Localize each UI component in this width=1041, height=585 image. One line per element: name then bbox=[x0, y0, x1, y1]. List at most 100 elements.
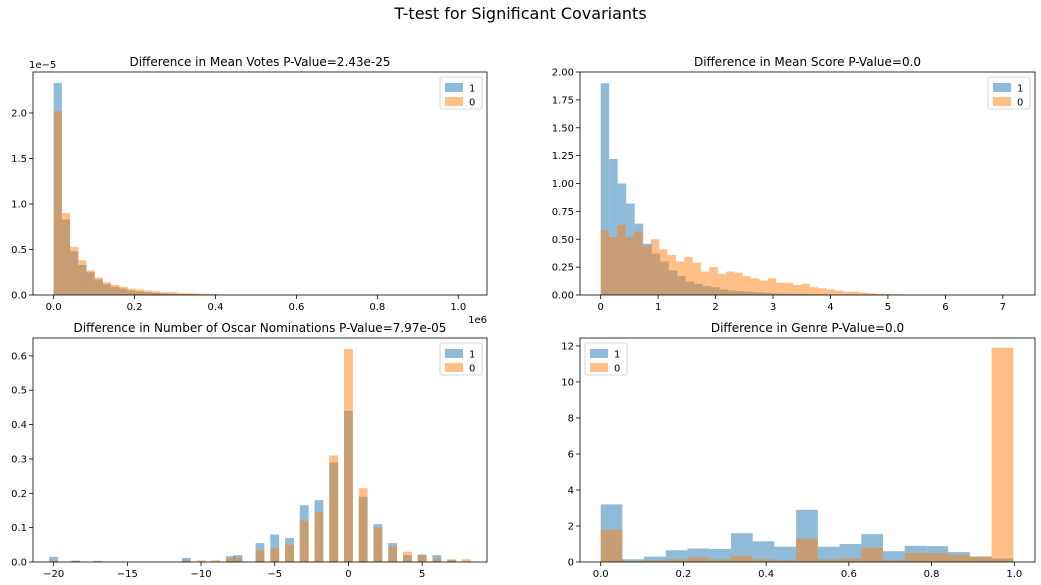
bar-series-0 bbox=[127, 288, 136, 295]
bar-series-1 bbox=[709, 549, 731, 562]
bar-series-0 bbox=[617, 224, 626, 295]
bar-series-0 bbox=[86, 270, 95, 295]
axes-frame bbox=[32, 71, 488, 296]
bar-series-0 bbox=[726, 271, 735, 295]
bar-series-0 bbox=[801, 283, 810, 295]
bar-series-0 bbox=[373, 527, 383, 562]
bar-series-0 bbox=[884, 294, 894, 295]
x-tick-label: 0.6 bbox=[288, 302, 304, 313]
bar-series-0 bbox=[226, 557, 235, 562]
bar-series-0 bbox=[734, 272, 743, 295]
bar-series-0 bbox=[388, 546, 398, 562]
bar-series-0 bbox=[826, 289, 835, 295]
bar-series-0 bbox=[644, 560, 666, 562]
x-tick-label: 1.0 bbox=[450, 302, 466, 313]
y-tick-label: 0.2 bbox=[11, 489, 27, 500]
bar-series-0 bbox=[344, 348, 353, 562]
x-tick-label: 6 bbox=[942, 302, 948, 313]
x-tick-label: −10 bbox=[190, 569, 211, 580]
legend-label: 1 bbox=[469, 84, 475, 95]
y-tick-label: 8 bbox=[568, 413, 574, 424]
x-tick-label: 0.8 bbox=[924, 569, 940, 580]
bar-series-0 bbox=[111, 284, 120, 295]
x-tick-label: 4 bbox=[827, 302, 833, 313]
bar-series-0 bbox=[684, 257, 693, 295]
chart-title: Difference in Number of Oscar Nomination… bbox=[74, 321, 447, 335]
bar-series-0 bbox=[255, 549, 265, 562]
y-tick-label: 0.25 bbox=[552, 263, 574, 274]
bar-series-0 bbox=[143, 290, 153, 295]
bar-series-0 bbox=[926, 552, 949, 562]
y-tick-label: 2.00 bbox=[552, 68, 574, 79]
legend-swatch bbox=[445, 97, 463, 106]
bar-series-0 bbox=[432, 558, 442, 562]
y-tick-label: 1.5 bbox=[11, 154, 27, 165]
bar-series-1 bbox=[600, 83, 610, 296]
bar-series-0 bbox=[692, 262, 701, 295]
bar-series-0 bbox=[209, 294, 218, 295]
y-tick-label: 0 bbox=[568, 558, 574, 569]
legend-label: 1 bbox=[469, 350, 475, 361]
legend: 10 bbox=[987, 76, 1031, 110]
y-tick-label: 12 bbox=[561, 341, 574, 352]
y-tick-label: 0.3 bbox=[11, 454, 27, 465]
bar-series-0 bbox=[609, 237, 618, 295]
bar-series-0 bbox=[94, 277, 103, 295]
bar-series-0 bbox=[285, 544, 294, 562]
bar-series-0 bbox=[233, 557, 243, 562]
y-tick-label: 6 bbox=[568, 449, 574, 460]
x-tick-label: 0.8 bbox=[369, 302, 385, 313]
bar-series-0 bbox=[329, 455, 339, 562]
bar-series-0 bbox=[176, 293, 186, 295]
bar-series-0 bbox=[160, 292, 169, 295]
bar-series-0 bbox=[314, 512, 324, 562]
x-tick-label: 0 bbox=[597, 302, 603, 313]
y-tick-label: 0.75 bbox=[552, 207, 574, 218]
bar-series-0 bbox=[600, 529, 623, 562]
x-tick-label: 0.4 bbox=[208, 302, 224, 313]
bar-series-0 bbox=[675, 261, 685, 295]
bar-series-1 bbox=[817, 546, 840, 562]
axes-frame bbox=[32, 337, 488, 563]
bar-series-0 bbox=[53, 111, 62, 295]
bar-series-0 bbox=[201, 293, 210, 295]
chart-title: Difference in Genre P-Value=0.0 bbox=[711, 321, 904, 335]
bar-series-0 bbox=[904, 552, 927, 562]
bar-series-1 bbox=[49, 556, 59, 562]
bar-series-0 bbox=[843, 291, 852, 295]
bar-series-0 bbox=[818, 288, 827, 295]
legend: 10 bbox=[439, 342, 483, 376]
bar-series-1 bbox=[839, 543, 862, 562]
bar-series-0 bbox=[876, 293, 885, 295]
bar-series-0 bbox=[193, 293, 202, 295]
bar-series-0 bbox=[299, 520, 309, 562]
chart-panel-3 bbox=[600, 347, 1014, 562]
y-tick-label: 1.50 bbox=[552, 123, 574, 134]
bar-series-0 bbox=[152, 291, 161, 295]
bar-series-0 bbox=[135, 289, 144, 295]
x-tick-label: −5 bbox=[267, 569, 282, 580]
bar-series-0 bbox=[834, 290, 844, 295]
bar-series-0 bbox=[102, 282, 112, 295]
bar-series-0 bbox=[751, 278, 760, 295]
legend-label: 1 bbox=[1017, 84, 1023, 95]
y-tick-label: 0.5 bbox=[11, 245, 27, 256]
bar-series-0 bbox=[809, 287, 819, 295]
bar-series-0 bbox=[767, 278, 777, 295]
bar-series-0 bbox=[622, 561, 645, 562]
bar-series-0 bbox=[991, 347, 1014, 562]
chart-panel-2 bbox=[49, 348, 471, 562]
legend-swatch bbox=[445, 83, 463, 92]
bar-series-0 bbox=[402, 551, 412, 562]
x-tick-label: 0 bbox=[345, 569, 351, 580]
bar-series-0 bbox=[742, 276, 752, 295]
bar-series-0 bbox=[625, 237, 635, 295]
bar-series-0 bbox=[358, 488, 368, 562]
axes-frame bbox=[579, 337, 1036, 563]
chart-title: Difference in Mean Votes P-Value=2.43e-2… bbox=[129, 55, 390, 69]
y-tick-label: 0.00 bbox=[552, 291, 574, 302]
bar-series-0 bbox=[776, 282, 785, 295]
legend-swatch bbox=[993, 97, 1011, 106]
x-offset-label: 1e6 bbox=[468, 315, 487, 326]
